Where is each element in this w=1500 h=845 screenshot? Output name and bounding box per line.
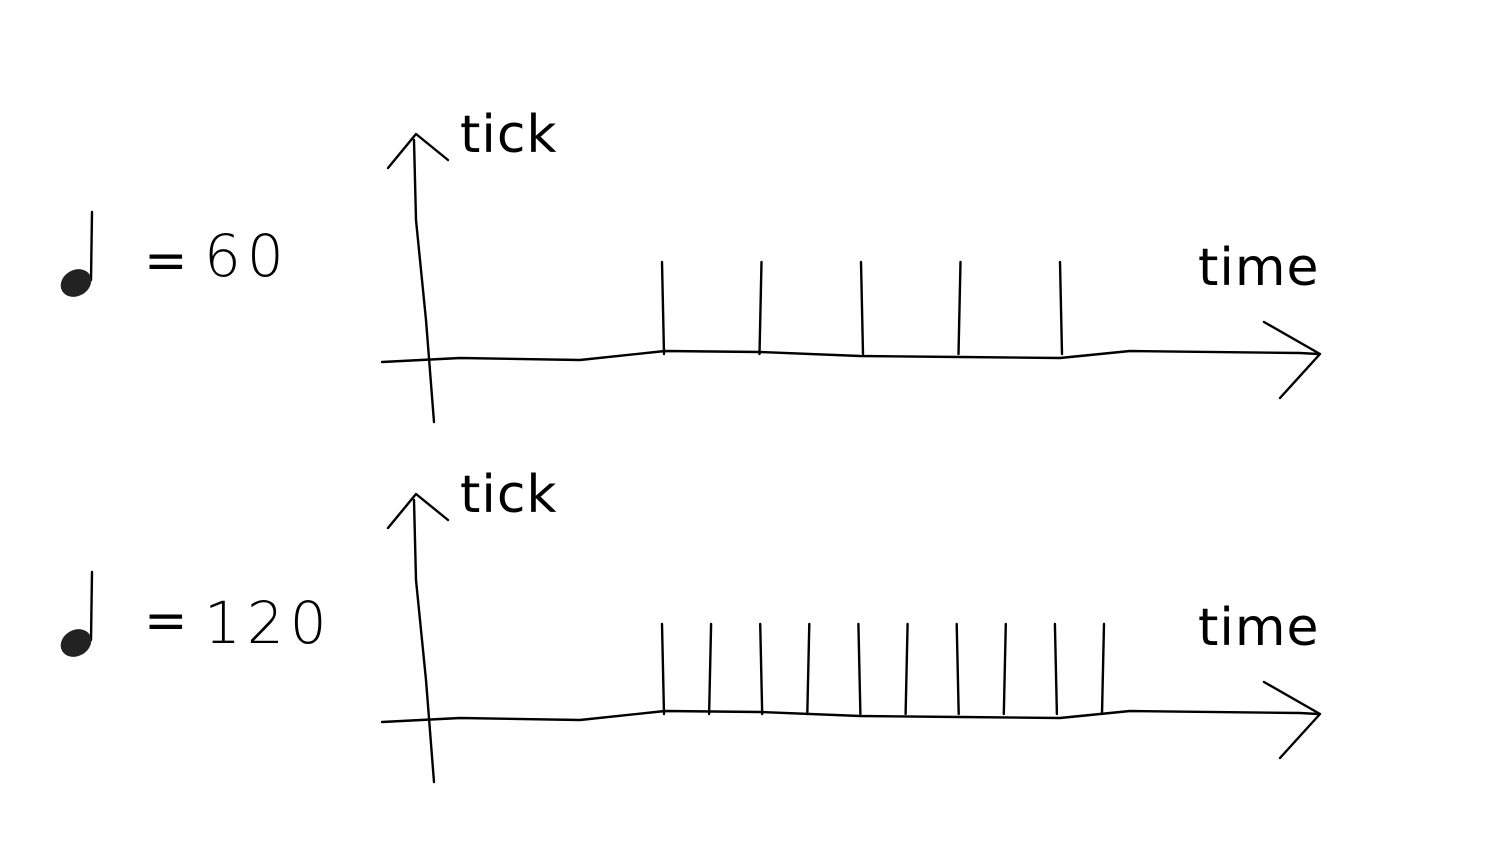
tick-mark [857,622,862,716]
tempo-value: 120 [204,589,333,657]
equals-sign: = [144,231,188,291]
tick-mark [859,260,865,356]
x-axis [380,680,1322,760]
tick-mark [955,622,960,716]
tick-mark [759,622,764,716]
y-axis-label: tick [460,465,558,525]
tick-mark [806,622,811,716]
tick-mark [1053,622,1059,716]
tick-marks [660,622,1106,716]
quarter-note-icon [60,210,94,297]
y-axis-label: tick [460,105,558,165]
quarter-note-icon [60,570,94,657]
tempo-value: 60 [204,222,290,290]
equals-sign: = [144,591,188,651]
tick-mark [707,622,713,716]
tick-mark [758,260,763,356]
tick-mark [1058,260,1064,356]
tick-mark [660,622,666,716]
tick-mark [660,260,666,356]
tick-mark [957,260,962,356]
x-axis-label: time [1198,598,1319,658]
tick-mark [904,622,909,716]
y-axis [386,132,450,424]
panel-tempo-120: = 120 tick time [60,465,1322,784]
y-axis [386,492,450,784]
tick-mark [1100,622,1106,716]
x-axis [380,320,1322,400]
x-axis-label: time [1198,238,1319,298]
panel-tempo-60: = 60 tick time [60,105,1322,424]
tick-mark [1002,622,1007,716]
tick-marks [660,260,1064,356]
